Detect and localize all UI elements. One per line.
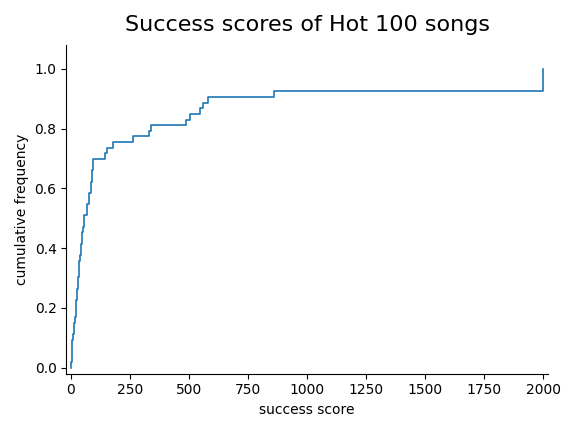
Y-axis label: cumulative frequency: cumulative frequency xyxy=(15,133,29,285)
Title: Success scores of Hot 100 songs: Success scores of Hot 100 songs xyxy=(124,15,490,35)
X-axis label: success score: success score xyxy=(259,403,355,417)
